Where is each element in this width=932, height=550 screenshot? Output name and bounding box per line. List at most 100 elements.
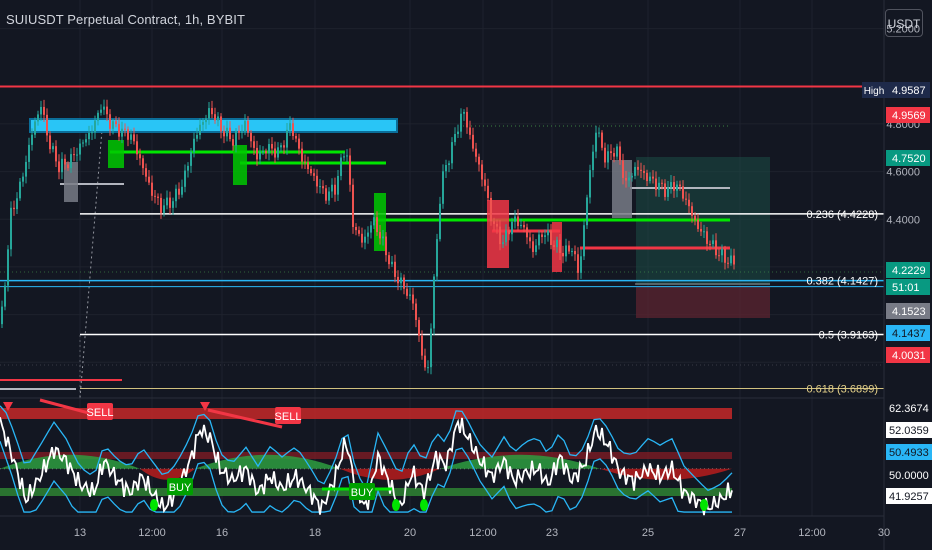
candle-body: [361, 233, 363, 243]
candles-group: [1, 99, 735, 375]
candle-body: [334, 184, 336, 195]
candle-body: [535, 245, 537, 252]
candle-body: [430, 328, 432, 368]
candle-body: [328, 191, 330, 201]
price-label-tag: 4.0031: [886, 347, 930, 363]
candle-body: [160, 197, 162, 213]
candle-body: [319, 186, 321, 188]
candle-body: [592, 151, 594, 171]
candle-body: [544, 235, 546, 237]
candle-body: [244, 120, 246, 132]
candle-body: [679, 184, 681, 187]
currency-button[interactable]: USDT: [885, 9, 923, 37]
candle-body: [673, 182, 675, 191]
order-block: [487, 200, 509, 268]
price-label-text: 4.1437: [892, 328, 926, 340]
candle-body: [295, 136, 297, 139]
candle-body: [634, 166, 636, 176]
candle-body: [103, 106, 105, 110]
candle-body: [730, 255, 732, 264]
candle-body: [487, 185, 489, 198]
candle-body: [277, 147, 279, 158]
candle-body: [82, 142, 84, 144]
price-label-box: [886, 325, 930, 341]
candle-body: [733, 255, 735, 265]
stop-loss-zone: [636, 287, 770, 318]
price-label-tag: 51:01: [886, 279, 930, 295]
oscillator-label-box: [886, 467, 932, 483]
candle-body: [601, 132, 603, 148]
candle-body: [112, 121, 114, 129]
price-label-text: 4.0031: [892, 350, 926, 362]
candle-body: [130, 134, 132, 140]
candle-body: [223, 131, 225, 137]
candle-body: [301, 148, 303, 162]
oscillator-label-box: [886, 422, 932, 438]
candle-body: [457, 131, 459, 135]
candle-body: [280, 145, 282, 148]
candle-body: [541, 234, 543, 237]
candle-body: [625, 177, 627, 181]
candle-body: [664, 183, 666, 197]
candle-body: [394, 261, 396, 277]
candle-body: [64, 158, 66, 165]
candle-body: [139, 154, 141, 159]
candle-body: [145, 168, 147, 177]
candle-body: [460, 113, 462, 132]
candle-body: [403, 277, 405, 289]
candle-body: [583, 225, 585, 257]
x-tick-label: 25: [642, 527, 654, 539]
price-label-text: 4.7520: [892, 153, 926, 165]
candle-body: [298, 138, 300, 149]
oscillator-label-tag: 41.9257: [886, 488, 932, 504]
candle-body: [115, 121, 117, 125]
candle-body: [196, 134, 198, 139]
candle-body: [382, 236, 384, 239]
x-tick-label: 23: [546, 527, 558, 539]
candle-body: [397, 276, 399, 284]
y-tick-label: 5.2000: [886, 24, 920, 36]
candle-body: [706, 231, 708, 244]
candle-body: [91, 132, 93, 134]
candle-body: [628, 177, 630, 181]
candle-body: [202, 122, 204, 125]
candle-body: [631, 175, 633, 178]
candle-body: [691, 206, 693, 216]
candle-body: [511, 221, 513, 235]
price-label-tag: 4.1437: [886, 325, 930, 341]
candle-body: [718, 255, 720, 257]
candle-body: [94, 120, 96, 133]
candle-body: [76, 154, 78, 156]
candle-body: [526, 227, 528, 238]
candle-body: [700, 228, 702, 232]
candle-body: [547, 230, 549, 236]
candle-body: [646, 172, 648, 182]
high-tag-box: [862, 82, 886, 98]
candle-body: [358, 230, 360, 234]
oscillator-lower-band: [0, 441, 732, 513]
candle-body: [79, 143, 81, 155]
oscillator-label-text: 50.0000: [889, 470, 929, 482]
candle-body: [175, 188, 177, 202]
candle-body: [166, 197, 168, 206]
buy-drop: [150, 499, 158, 511]
price-label-box: [886, 82, 930, 98]
candle-body: [154, 195, 156, 197]
candle-body: [238, 131, 240, 133]
buy-drop: [392, 499, 400, 511]
candle-body: [88, 132, 90, 140]
x-tick-label: 12:00: [469, 527, 497, 539]
candle-body: [565, 245, 567, 257]
candle-body: [559, 239, 561, 253]
candle-body: [178, 188, 180, 195]
order-block: [64, 162, 78, 202]
candle-body: [574, 251, 576, 255]
candle-body: [619, 146, 621, 161]
candle-body: [229, 127, 231, 140]
fib-label: 0.618 (3.6899): [806, 383, 878, 395]
candle-body: [310, 169, 312, 174]
candle-body: [325, 188, 327, 201]
candle-body: [217, 116, 219, 121]
candle-body: [442, 171, 444, 204]
